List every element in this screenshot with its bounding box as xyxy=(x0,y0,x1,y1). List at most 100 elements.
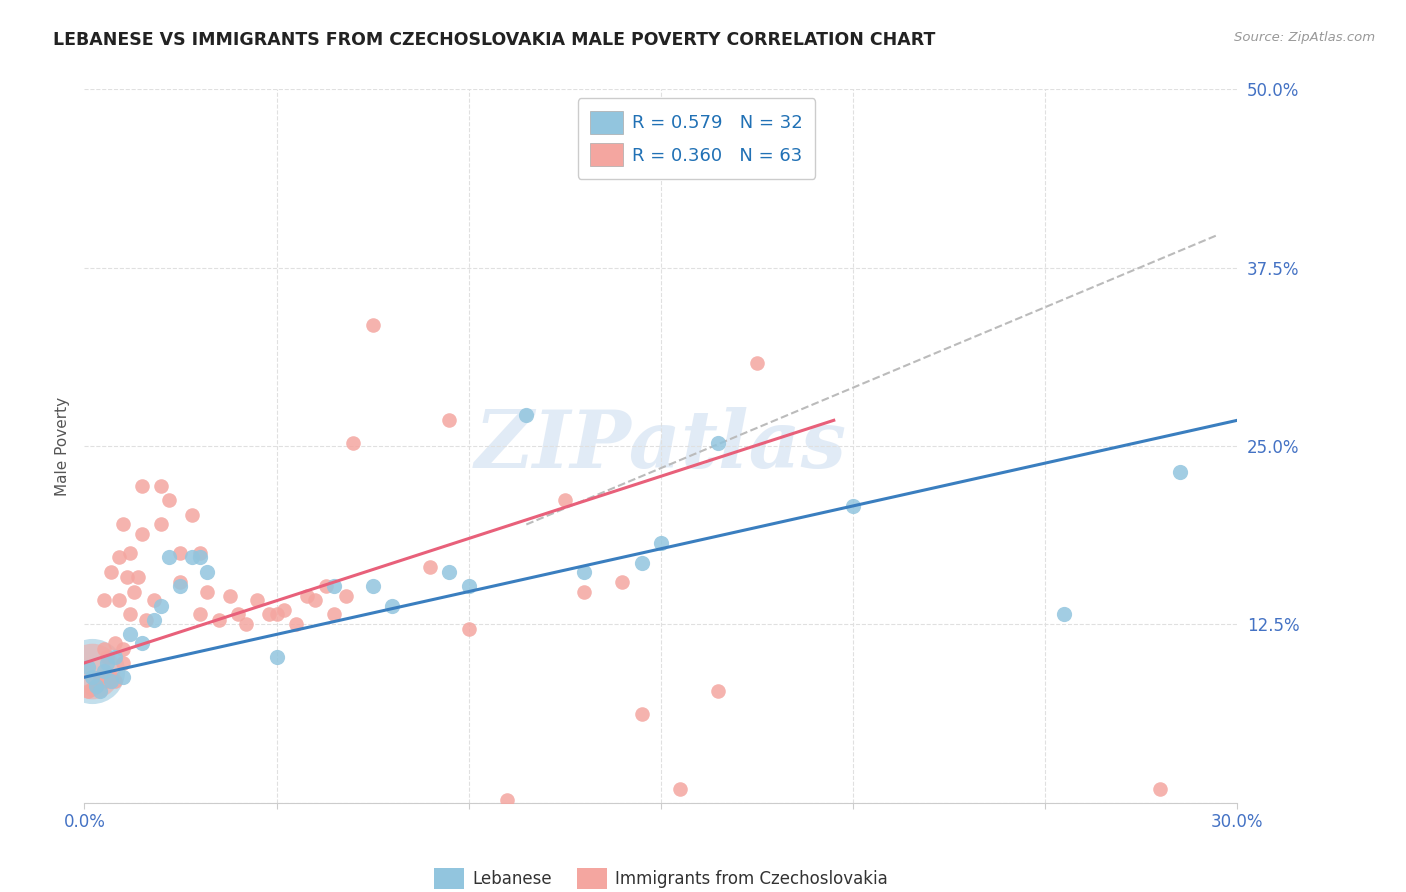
Point xyxy=(1053,607,1076,622)
Point xyxy=(96,656,118,670)
Point xyxy=(195,584,218,599)
Point xyxy=(361,579,384,593)
Point xyxy=(669,781,692,796)
Point xyxy=(188,607,211,622)
Point xyxy=(181,508,204,522)
Point xyxy=(157,493,180,508)
Point xyxy=(257,607,280,622)
Point xyxy=(323,607,346,622)
Point xyxy=(1168,465,1191,479)
Point xyxy=(266,650,288,665)
Point xyxy=(131,479,153,493)
Point xyxy=(650,536,672,550)
Point xyxy=(150,517,173,532)
Y-axis label: Male Poverty: Male Poverty xyxy=(55,396,70,496)
Point xyxy=(80,681,103,696)
Point xyxy=(572,584,595,599)
Point xyxy=(93,593,115,607)
Point xyxy=(80,670,103,684)
Point xyxy=(381,599,404,613)
Point xyxy=(169,546,191,560)
Point xyxy=(111,656,134,670)
Point xyxy=(745,356,768,370)
Point xyxy=(496,793,519,807)
Point xyxy=(1149,781,1171,796)
Point xyxy=(120,546,142,560)
Point xyxy=(419,560,441,574)
Point xyxy=(89,670,111,684)
Point xyxy=(127,570,149,584)
Point xyxy=(89,684,111,698)
Point xyxy=(208,613,231,627)
Point xyxy=(142,613,165,627)
Point xyxy=(80,665,103,679)
Text: LEBANESE VS IMMIGRANTS FROM CZECHOSLOVAKIA MALE POVERTY CORRELATION CHART: LEBANESE VS IMMIGRANTS FROM CZECHOSLOVAK… xyxy=(53,31,936,49)
Point xyxy=(104,650,127,665)
Point xyxy=(96,674,118,689)
Point xyxy=(707,436,730,450)
Point xyxy=(188,546,211,560)
Point xyxy=(630,707,652,722)
Point xyxy=(235,617,257,632)
Point xyxy=(80,665,103,679)
Point xyxy=(96,650,118,665)
Point xyxy=(131,527,153,541)
Point xyxy=(439,565,461,579)
Point xyxy=(150,479,173,493)
Text: Source: ZipAtlas.com: Source: ZipAtlas.com xyxy=(1234,31,1375,45)
Point xyxy=(515,408,537,422)
Legend: Lebanese, Immigrants from Czechoslovakia: Lebanese, Immigrants from Czechoslovakia xyxy=(427,861,894,892)
Point xyxy=(335,589,357,603)
Point xyxy=(188,550,211,565)
Point xyxy=(630,556,652,570)
Point xyxy=(93,641,115,656)
Point xyxy=(84,679,107,693)
Point xyxy=(104,674,127,689)
Point xyxy=(195,565,218,579)
Point xyxy=(297,589,319,603)
Point xyxy=(323,579,346,593)
Point xyxy=(457,579,479,593)
Text: ZIPatlas: ZIPatlas xyxy=(475,408,846,484)
Point xyxy=(157,550,180,565)
Point xyxy=(108,593,131,607)
Point xyxy=(266,607,288,622)
Point xyxy=(273,603,295,617)
Point xyxy=(124,584,146,599)
Point xyxy=(111,517,134,532)
Point xyxy=(104,636,127,650)
Point xyxy=(457,622,479,636)
Point xyxy=(100,670,122,684)
Point xyxy=(361,318,384,332)
Point xyxy=(226,607,249,622)
Point xyxy=(342,436,364,450)
Point xyxy=(150,599,173,613)
Point xyxy=(77,660,100,674)
Point xyxy=(842,499,865,513)
Point xyxy=(120,607,142,622)
Point xyxy=(108,550,131,565)
Point xyxy=(181,550,204,565)
Point xyxy=(135,613,157,627)
Point xyxy=(554,493,576,508)
Point xyxy=(169,574,191,589)
Point xyxy=(111,670,134,684)
Point xyxy=(100,674,122,689)
Point xyxy=(111,641,134,656)
Point xyxy=(707,684,730,698)
Point xyxy=(612,574,634,589)
Point xyxy=(219,589,242,603)
Point xyxy=(115,570,138,584)
Point xyxy=(93,665,115,679)
Point xyxy=(84,679,107,693)
Point xyxy=(304,593,326,607)
Point xyxy=(131,636,153,650)
Point xyxy=(100,565,122,579)
Point xyxy=(246,593,269,607)
Point xyxy=(572,565,595,579)
Point xyxy=(169,579,191,593)
Point xyxy=(284,617,307,632)
Point xyxy=(120,627,142,641)
Point xyxy=(315,579,337,593)
Point xyxy=(142,593,165,607)
